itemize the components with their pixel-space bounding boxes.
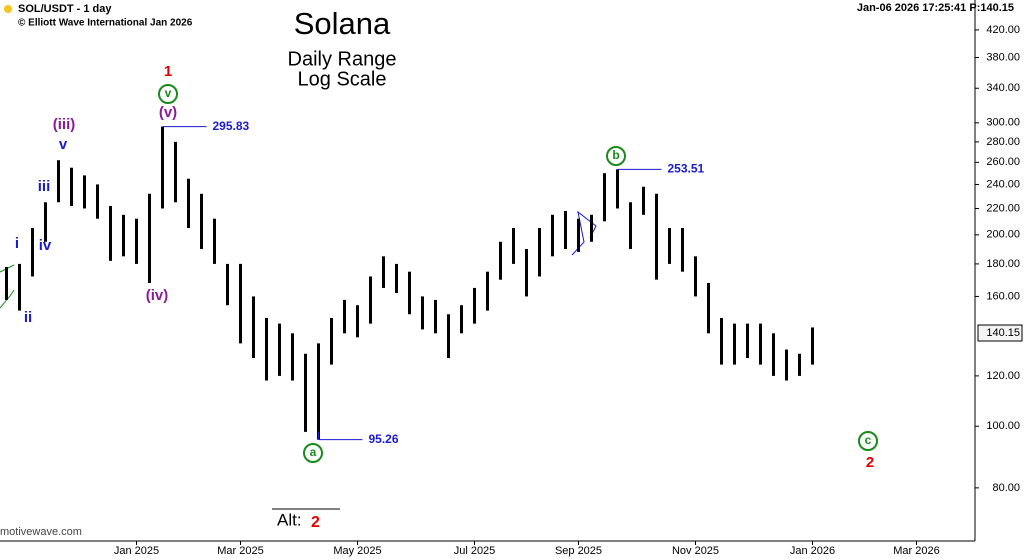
- x-tick-label: Nov 2025: [672, 545, 719, 557]
- price-tag: [977, 324, 1023, 342]
- wave-circle: [858, 431, 878, 451]
- y-tick-label: 220.00: [986, 202, 1020, 214]
- wave-label: v: [59, 136, 68, 153]
- callout-label: 95.26: [369, 432, 399, 446]
- y-tick-label: 380.00: [986, 51, 1020, 63]
- wave-label: (iv): [146, 287, 169, 304]
- timestamp: Jan-06 2026 17:25:41 P:140.15: [857, 2, 1014, 14]
- y-tick-label: 300.00: [986, 117, 1020, 129]
- alt-value: 2: [311, 514, 320, 531]
- symbol: SOL/USDT - 1 day: [18, 3, 112, 15]
- callout-label: 253.51: [668, 161, 705, 175]
- x-tick-label: Mar 2026: [893, 545, 939, 557]
- wave-label: v: [165, 86, 172, 100]
- wave-label: i: [15, 235, 19, 252]
- y-tick-label: 240.00: [986, 178, 1020, 190]
- copyright: © Elliott Wave International Jan 2026: [18, 18, 193, 29]
- subtitle: Log Scale: [298, 68, 387, 90]
- x-tick-label: Jan 2025: [114, 545, 159, 557]
- y-tick-label: 280.00: [986, 136, 1020, 148]
- y-tick-label: 160.00: [986, 290, 1020, 302]
- wave-label: ii: [24, 309, 32, 326]
- wave-label: 2: [866, 454, 874, 471]
- x-tick-label: Jul 2025: [454, 545, 496, 557]
- wave-label: (v): [159, 104, 177, 121]
- watermark: motivewave.com: [0, 526, 82, 538]
- x-tick-label: Jan 2026: [790, 545, 835, 557]
- callout-label: 295.83: [213, 119, 250, 133]
- status-dot: [4, 5, 12, 13]
- chart-title: Solana: [294, 6, 391, 41]
- x-tick-label: Mar 2025: [217, 545, 263, 557]
- y-tick-label: 260.00: [986, 156, 1020, 168]
- wave-label: a: [310, 445, 317, 459]
- wave-label: c: [865, 433, 872, 447]
- alt-label: Alt:: [277, 510, 302, 529]
- y-tick-label: 180.00: [986, 258, 1020, 270]
- wave-circle: [158, 84, 178, 104]
- y-tick-label: 420.00: [986, 24, 1020, 36]
- y-tick-label: 200.00: [986, 229, 1020, 241]
- wave-label: 1: [164, 63, 172, 80]
- wave-label: iii: [38, 178, 51, 195]
- x-tick-label: Sep 2025: [555, 545, 602, 557]
- y-tick-label: 340.00: [986, 82, 1020, 94]
- wave-label: (iii): [53, 116, 76, 133]
- wave-label: b: [612, 148, 619, 162]
- subtitle: Daily Range: [288, 48, 397, 70]
- x-tick-label: May 2025: [333, 545, 381, 557]
- y-tick-label: 100.00: [986, 420, 1020, 432]
- y-tick-label: 80.00: [992, 482, 1020, 494]
- y-tick-label: 120.00: [986, 370, 1020, 382]
- channel-line: [0, 289, 15, 309]
- wave-circle: [606, 146, 626, 166]
- price-tag-label: 140.15: [986, 327, 1020, 339]
- wave-label: iv: [39, 237, 52, 254]
- wave-circle: [303, 443, 323, 463]
